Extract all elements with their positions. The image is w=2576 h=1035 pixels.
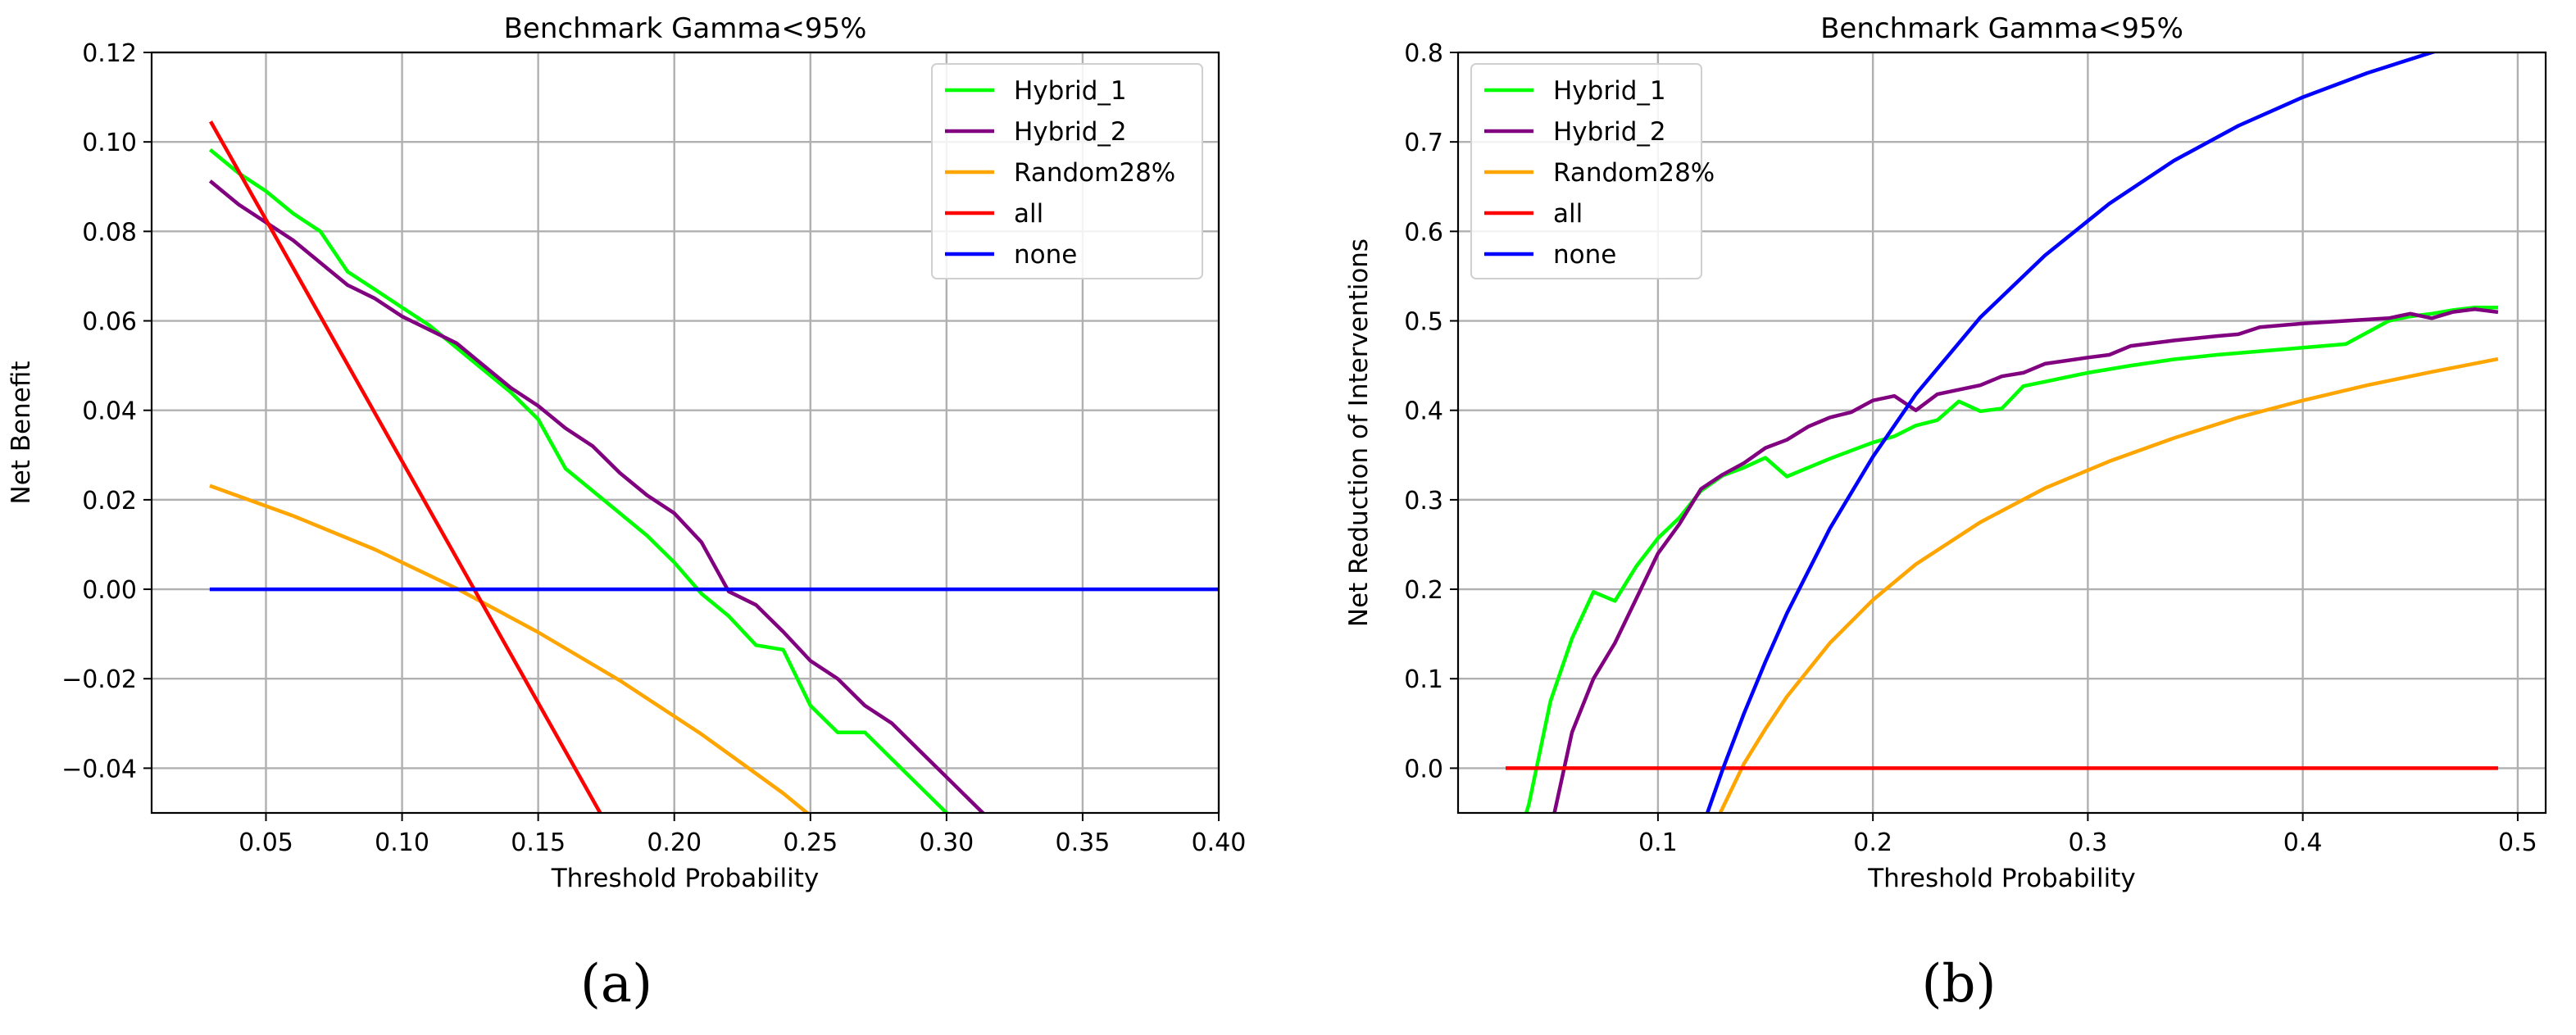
legend-label: Hybrid_1 bbox=[1014, 76, 1127, 106]
y-axis-label: Net Benefit bbox=[7, 361, 36, 504]
series-line-hybrid-1 bbox=[1524, 305, 2498, 813]
series-line-random28- bbox=[209, 483, 811, 813]
y-tick-label: 0.6 bbox=[1404, 218, 1443, 247]
x-tick-label: 0.1 bbox=[1638, 828, 1678, 857]
legend-item: Hybrid_1 bbox=[945, 76, 1127, 106]
legend-item: Hybrid_1 bbox=[1484, 76, 1666, 106]
series-group bbox=[1506, 52, 2499, 813]
y-tick-label: 0.04 bbox=[82, 397, 137, 426]
chart-title: Benchmark Gamma<95% bbox=[504, 12, 867, 45]
x-tick-label: 0.25 bbox=[783, 828, 838, 857]
y-tick-label: 0.7 bbox=[1404, 129, 1443, 157]
legend-label: Random28% bbox=[1553, 158, 1715, 188]
x-tick-label: 0.3 bbox=[2069, 828, 2108, 857]
y-tick-label: 0.8 bbox=[1404, 39, 1443, 68]
y-tick-label: −0.04 bbox=[61, 755, 137, 783]
legend-box bbox=[931, 63, 1203, 279]
legend: Hybrid_1 Hybrid_2 Random28% all none bbox=[1470, 63, 1715, 279]
legend-label: Hybrid_1 bbox=[1553, 76, 1666, 106]
legend-box bbox=[1470, 63, 1702, 279]
legend-item: Hybrid_2 bbox=[945, 117, 1127, 147]
y-axis-ticks: 0.0 0.1 0.2 0.3 0.4 0.5 0.6 0.7 0.8 bbox=[1404, 39, 1458, 783]
legend-label: all bbox=[1553, 199, 1583, 229]
legend: Hybrid_1 Hybrid_2 Random28% all none bbox=[931, 63, 1203, 279]
y-tick-label: 0.06 bbox=[82, 308, 137, 337]
y-tick-label: 0.10 bbox=[82, 129, 137, 157]
y-tick-label: 0.00 bbox=[82, 576, 137, 605]
chart-title: Benchmark Gamma<95% bbox=[1820, 12, 2183, 45]
legend-item: all bbox=[1484, 199, 1583, 229]
panel-caption: (a) bbox=[580, 954, 652, 1015]
y-tick-label: 0.3 bbox=[1404, 487, 1443, 515]
y-tick-label: 0.12 bbox=[82, 39, 137, 68]
series-line-all bbox=[209, 120, 602, 813]
x-axis-label: Threshold Probability bbox=[1867, 864, 2136, 893]
legend-item: Random28% bbox=[1484, 158, 1715, 188]
series-line-none bbox=[1705, 52, 2439, 813]
legend-label: all bbox=[1014, 199, 1043, 229]
legend-label: Random28% bbox=[1014, 158, 1175, 188]
y-tick-label: 0.1 bbox=[1404, 665, 1443, 694]
legend-item: none bbox=[1484, 240, 1616, 270]
x-axis-label: Threshold Probability bbox=[551, 864, 820, 893]
chart-panel-a: 0.05 0.10 0.15 0.20 0.25 0.30 0.35 0.40−0.04−0.… bbox=[7, 12, 1246, 1015]
x-tick-label: 0.30 bbox=[919, 828, 974, 857]
y-tick-label: 0.5 bbox=[1404, 308, 1443, 337]
y-tick-label: 0.02 bbox=[82, 487, 137, 515]
series-line-random28- bbox=[1718, 356, 2499, 813]
x-tick-label: 0.35 bbox=[1056, 828, 1111, 857]
legend-item: none bbox=[945, 240, 1077, 270]
plot-frame bbox=[150, 51, 1220, 815]
y-tick-label: 0.4 bbox=[1404, 397, 1443, 426]
x-tick-label: 0.10 bbox=[375, 828, 429, 857]
x-tick-label: 0.20 bbox=[647, 828, 702, 857]
legend-label: none bbox=[1014, 240, 1077, 270]
legend-label: Hybrid_2 bbox=[1553, 117, 1666, 147]
series-line-hybrid-2 bbox=[208, 179, 986, 813]
series-line-hybrid-2 bbox=[1552, 307, 2499, 813]
y-axis-label: Net Reduction of Interventions bbox=[1344, 238, 1374, 627]
chart-panel-b: 0.1 0.2 0.3 0.4 0.50.00.10.20.30.40.50.60.70… bbox=[1344, 12, 2547, 1015]
y-tick-label: 0.0 bbox=[1404, 755, 1443, 783]
x-tick-label: 0.5 bbox=[2498, 828, 2537, 857]
panel-caption: (b) bbox=[1922, 954, 1997, 1015]
legend-item: Random28% bbox=[945, 158, 1175, 188]
legend-item: all bbox=[945, 199, 1043, 229]
y-tick-label: 0.08 bbox=[82, 218, 137, 247]
series-line-hybrid-1 bbox=[208, 148, 950, 813]
legend-label: Hybrid_2 bbox=[1014, 117, 1127, 147]
legend-item: Hybrid_2 bbox=[1484, 117, 1666, 147]
y-tick-label: 0.2 bbox=[1404, 576, 1443, 605]
series-group bbox=[208, 120, 1219, 813]
x-tick-label: 0.05 bbox=[239, 828, 293, 857]
legend-label: none bbox=[1553, 240, 1616, 270]
x-tick-label: 0.4 bbox=[2283, 828, 2323, 857]
plot-frame bbox=[1456, 51, 2547, 815]
x-tick-label: 0.15 bbox=[511, 828, 566, 857]
x-axis-ticks: 0.05 0.10 0.15 0.20 0.25 0.30 0.35 0.40 bbox=[239, 813, 1246, 857]
x-tick-label: 0.40 bbox=[1192, 828, 1247, 857]
x-axis-ticks: 0.1 0.2 0.3 0.4 0.5 bbox=[1638, 813, 2537, 857]
y-tick-label: −0.02 bbox=[61, 665, 137, 694]
x-tick-label: 0.2 bbox=[1853, 828, 1892, 857]
y-axis-ticks: −0.04 −0.02 0.00 0.02 0.04 0.06 0.08 0.10 0.12 bbox=[61, 39, 152, 783]
